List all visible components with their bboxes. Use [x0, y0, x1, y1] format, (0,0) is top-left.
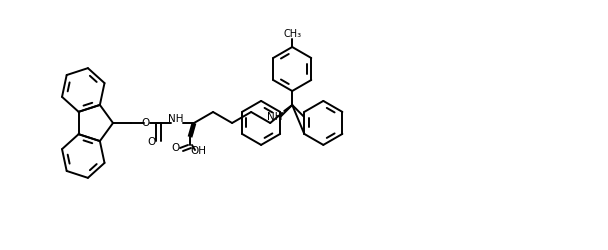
Text: NH: NH	[268, 112, 283, 122]
Text: O: O	[142, 118, 150, 128]
Text: OH: OH	[190, 146, 206, 156]
Text: CH₃: CH₃	[283, 29, 302, 39]
Text: O: O	[147, 137, 155, 147]
Text: NH: NH	[168, 114, 184, 124]
Text: O: O	[171, 143, 179, 153]
